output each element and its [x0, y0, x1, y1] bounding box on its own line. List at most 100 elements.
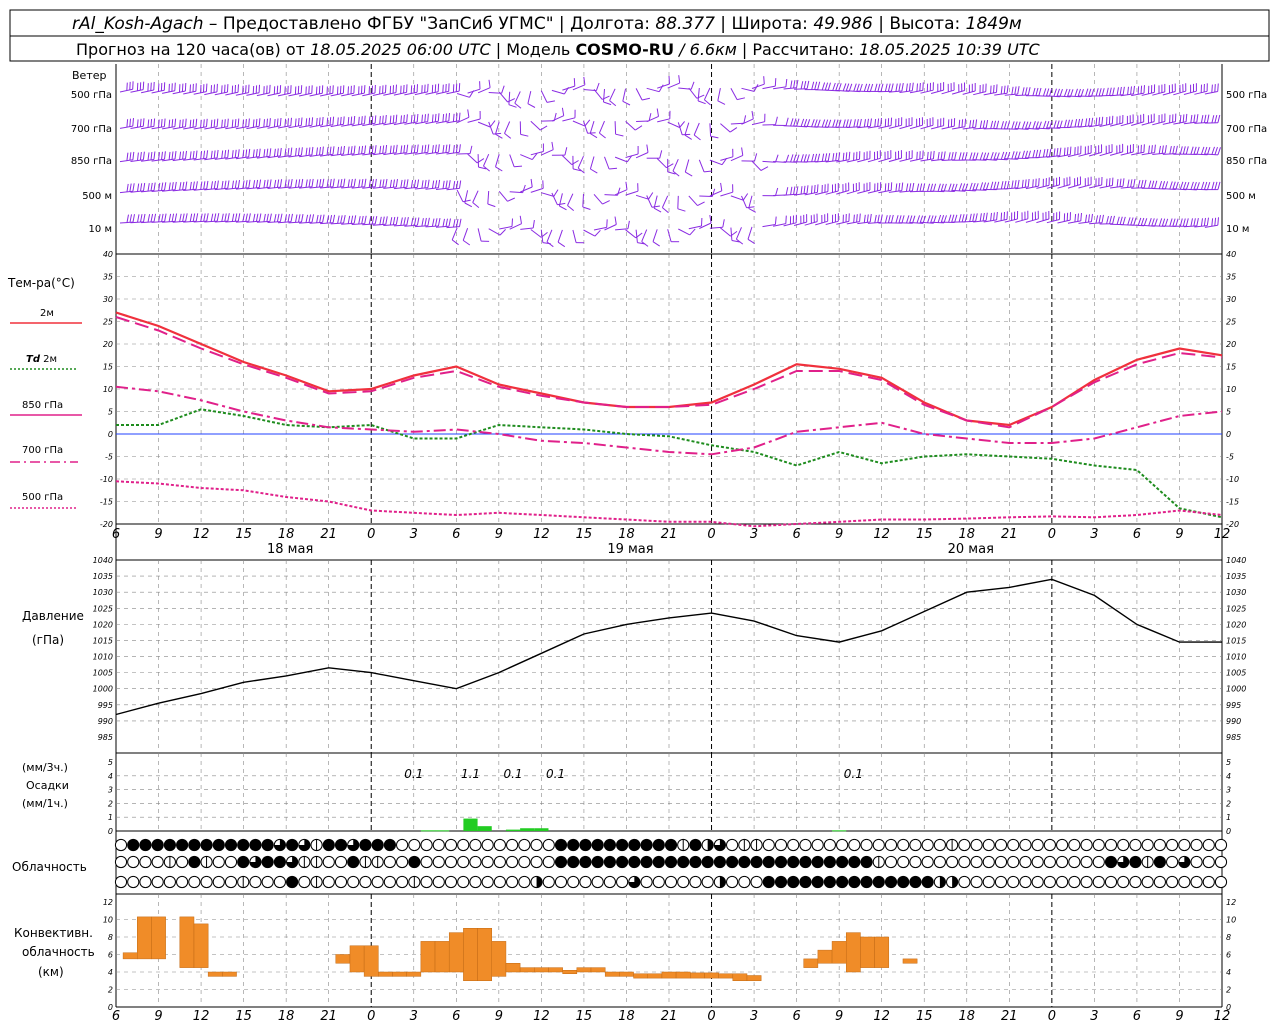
- wind-barb: [288, 85, 303, 97]
- wind-barb: [589, 120, 598, 139]
- wind-barb-feather: [1175, 145, 1178, 154]
- wind-barb: [456, 109, 470, 124]
- wind-barb: [477, 79, 491, 94]
- wind-barb-feather: [1175, 181, 1179, 190]
- wind-barb-feather: [806, 154, 810, 163]
- wind-barb: [256, 213, 272, 223]
- wind-barb: [920, 82, 934, 94]
- wind-barb-feather: [252, 213, 256, 222]
- precip-y-ticks: 0 01 12 23 34 45 5: [108, 758, 1231, 836]
- wind-barb: [867, 214, 883, 224]
- wind-barb-feather: [1217, 83, 1219, 92]
- wind-barb-staff: [625, 153, 639, 158]
- wind-barb-feather: [958, 119, 961, 128]
- wind-barb: [583, 229, 601, 237]
- wind-barb-staff: [267, 221, 281, 223]
- wind-barb-feather: [594, 229, 601, 237]
- wind-barb: [1046, 120, 1063, 129]
- wind-barb-feather: [382, 179, 385, 188]
- cloud-symbol: [1092, 855, 1105, 869]
- wind-barb: [435, 144, 451, 155]
- wind-barb-feather: [746, 206, 755, 209]
- wind-barb: [320, 116, 335, 128]
- cloud-symbol: [518, 855, 531, 869]
- wind-barb: [888, 117, 903, 129]
- cloud-symbol: [334, 838, 348, 852]
- wind-barb-staff: [1131, 121, 1144, 126]
- wind-barb-staff: [657, 118, 670, 123]
- wind-barb-staff: [909, 222, 924, 224]
- cloud-circle: [1166, 875, 1179, 889]
- wind-barb-staff: [119, 125, 133, 129]
- conv-tick-right: 4: [1226, 968, 1231, 977]
- wind-barb-feather: [816, 184, 819, 193]
- cloud-circle: [481, 838, 494, 852]
- wind-barb-feather: [1179, 114, 1182, 123]
- wind-barb-feather: [832, 82, 836, 91]
- wind-barb-feather: [431, 145, 434, 154]
- wind-barb-staff: [1173, 90, 1186, 96]
- cloud-symbol: [457, 875, 470, 889]
- wind-barb-staff: [973, 159, 987, 161]
- wind-level-label-500hpa-right: 500 гПа: [1226, 90, 1267, 101]
- precip-bar: [534, 828, 549, 831]
- cloud-circle: [836, 875, 849, 889]
- time-tick-bottom: 15: [576, 1009, 593, 1024]
- time-tick-bottom: 12: [1214, 1009, 1231, 1024]
- wind-barb: [1109, 143, 1124, 156]
- wind-barb-feather: [590, 168, 598, 174]
- wind-barb-staff: [577, 155, 584, 169]
- wind-barb: [994, 85, 1009, 96]
- wind-barb: [994, 180, 1010, 190]
- cloud-symbol: [884, 855, 898, 869]
- cloud-symbol: [591, 875, 604, 889]
- wind-barb-feather: [972, 152, 976, 161]
- pressure-tick-right: 1040: [1226, 556, 1246, 565]
- cloud-circle: [640, 875, 653, 889]
- wind-barb: [404, 217, 420, 227]
- wind-barb-feather: [298, 179, 301, 188]
- wind-barb: [1162, 145, 1178, 155]
- cloud-symbol: [1129, 875, 1142, 889]
- wind-barb-feather: [413, 217, 417, 226]
- wind-barb-staff: [583, 89, 597, 92]
- cloud-circle: [469, 855, 482, 869]
- wind-barb: [193, 83, 208, 95]
- wind-barb-feather: [1158, 145, 1161, 154]
- wind-barb: [625, 183, 639, 196]
- wind-barb-feather: [1137, 86, 1140, 95]
- wind-barb: [351, 115, 366, 127]
- wind-barb-feather: [985, 212, 988, 221]
- time-tick-bottom: 3: [1090, 1009, 1098, 1024]
- wind-barb: [1025, 149, 1042, 159]
- convective-bar: [193, 923, 209, 968]
- wind-barb: [857, 182, 871, 194]
- cloud-circle: [652, 838, 665, 852]
- wind-barb-feather: [800, 118, 805, 127]
- cloud-symbol: [1178, 875, 1191, 889]
- wind-barb-feather: [1196, 114, 1199, 123]
- cloud-circle: [1068, 838, 1081, 852]
- wind-barb-feather: [195, 118, 198, 127]
- wind-barb: [931, 214, 947, 224]
- cloud-symbol: [836, 855, 849, 869]
- wind-barb: [1089, 88, 1105, 97]
- wind-barb: [487, 190, 496, 208]
- wind-barb: [341, 85, 355, 97]
- cloud-symbol: [163, 855, 176, 869]
- wind-barb: [1194, 217, 1209, 228]
- wind-barb-feather: [1151, 218, 1155, 227]
- wind-barb-staff: [730, 87, 738, 100]
- convective-bar: [704, 972, 719, 979]
- wind-barb: [309, 146, 324, 157]
- wind-barb-feather: [453, 145, 455, 154]
- time-tick-bottom: 21: [320, 1009, 337, 1024]
- wind-barb-feather: [1200, 146, 1205, 155]
- wind-barb-feather: [1217, 114, 1221, 123]
- wind-barb-staff: [1057, 95, 1071, 98]
- wind-barb-feather: [1217, 217, 1219, 226]
- wind-barb: [1057, 212, 1071, 224]
- wind-barbs: [119, 75, 1221, 248]
- wind-barb: [741, 110, 754, 125]
- wind-barb: [678, 81, 695, 90]
